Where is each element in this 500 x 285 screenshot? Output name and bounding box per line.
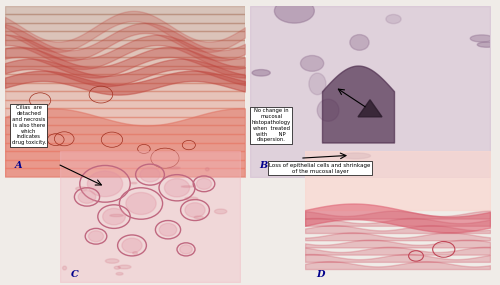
Text: D: D (316, 270, 324, 279)
Text: Loss of epithelial cells and shrinkage
of the mucosal layer: Loss of epithelial cells and shrinkage o… (270, 163, 370, 174)
Bar (5, 31, 245, 40)
Circle shape (88, 171, 122, 197)
Circle shape (180, 245, 192, 254)
Ellipse shape (62, 266, 66, 270)
Circle shape (196, 178, 212, 189)
Bar (5, 66, 245, 74)
Circle shape (140, 167, 160, 182)
Ellipse shape (116, 272, 123, 275)
Ellipse shape (309, 73, 326, 95)
Bar (5, 48, 245, 57)
Ellipse shape (118, 265, 131, 269)
Circle shape (159, 223, 177, 236)
Ellipse shape (206, 168, 209, 171)
Ellipse shape (132, 252, 138, 254)
Ellipse shape (110, 214, 124, 217)
Bar (5, 57, 245, 66)
Bar (5, 40, 245, 48)
Bar (5, 142, 245, 151)
Circle shape (126, 192, 156, 215)
Bar (5, 168, 245, 177)
Ellipse shape (386, 15, 401, 24)
Circle shape (88, 231, 104, 242)
Ellipse shape (214, 209, 227, 214)
Ellipse shape (350, 34, 369, 50)
Ellipse shape (106, 259, 119, 263)
Text: Cilias  are
detached
and necrosis
is also there
which
indicates
drug toxicity.: Cilias are detached and necrosis is also… (12, 105, 46, 145)
Bar (5, 23, 245, 31)
Ellipse shape (182, 186, 193, 187)
Circle shape (164, 179, 190, 197)
Bar (5, 83, 245, 91)
Bar (5, 6, 245, 14)
Text: No change in
mucosal
histopathology
when  treated
with       NP
dispersion.: No change in mucosal histopathology when… (252, 108, 291, 142)
Circle shape (78, 190, 96, 203)
Bar (5, 108, 245, 117)
Ellipse shape (478, 42, 496, 47)
Ellipse shape (184, 197, 198, 200)
Bar (5, 134, 245, 142)
Ellipse shape (274, 0, 314, 23)
Ellipse shape (252, 70, 270, 76)
Ellipse shape (340, 153, 370, 159)
Bar (5, 125, 245, 134)
Bar (5, 100, 245, 108)
Bar (5, 117, 245, 125)
Text: C: C (71, 270, 78, 279)
Text: B: B (260, 161, 268, 170)
Ellipse shape (194, 216, 203, 219)
Ellipse shape (76, 187, 88, 190)
Polygon shape (358, 100, 382, 117)
Ellipse shape (114, 266, 120, 269)
Circle shape (122, 238, 142, 253)
Circle shape (102, 208, 126, 225)
Ellipse shape (470, 35, 493, 42)
Bar (5, 14, 245, 23)
Circle shape (185, 203, 205, 217)
Bar (5, 151, 245, 160)
Bar (5, 91, 245, 100)
Bar (5, 74, 245, 83)
Ellipse shape (300, 56, 324, 71)
Ellipse shape (168, 167, 180, 169)
Ellipse shape (317, 99, 339, 121)
Ellipse shape (131, 182, 137, 184)
Text: A: A (14, 161, 22, 170)
Bar (5, 160, 245, 168)
